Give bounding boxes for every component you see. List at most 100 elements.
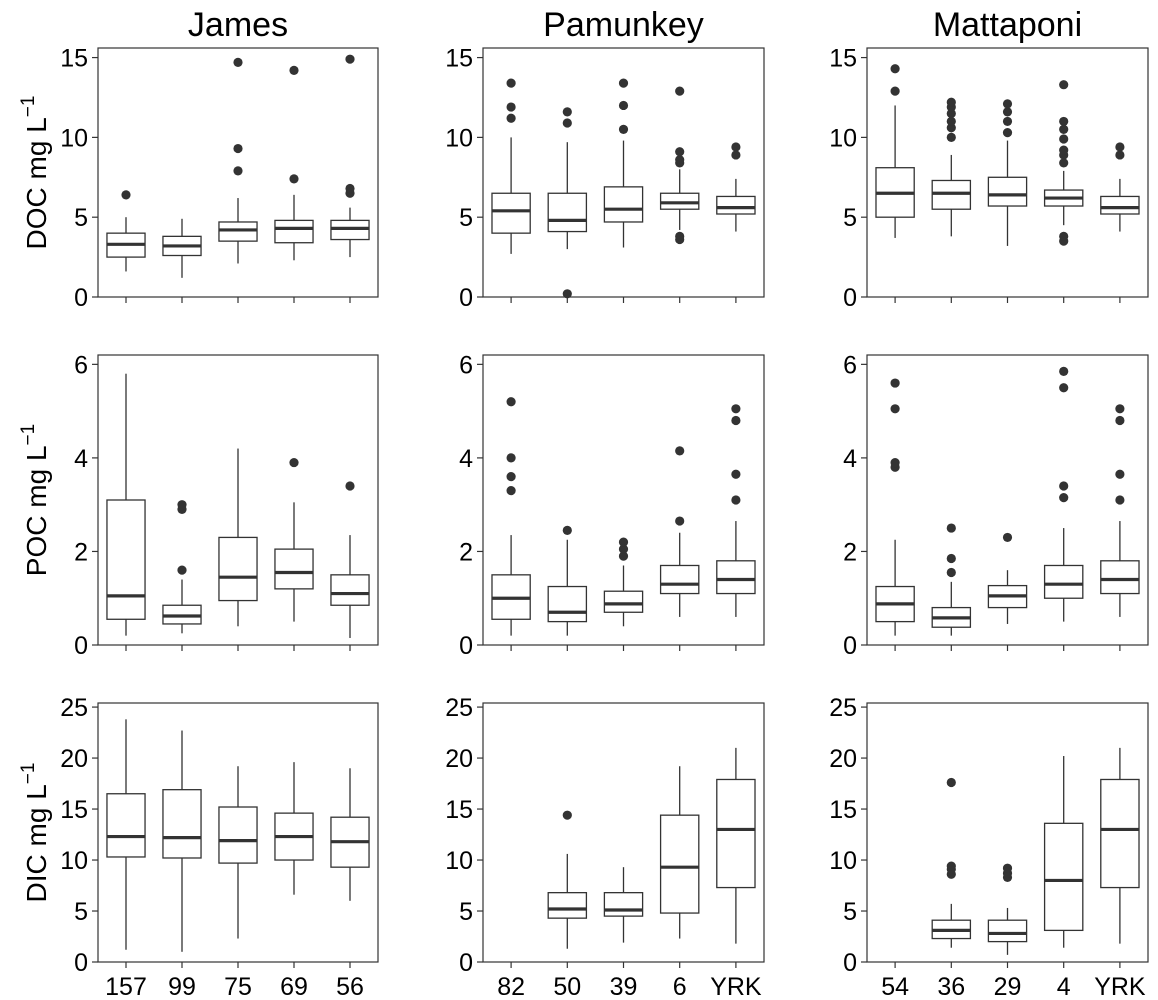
outlier-point xyxy=(618,551,629,561)
column-title-pamunkey: Pamunkey xyxy=(543,6,704,44)
box-iqr xyxy=(716,195,756,215)
box-29 xyxy=(987,99,1028,246)
outlier-point xyxy=(731,404,741,414)
y-axis-label-main: DIC mg L xyxy=(21,784,52,902)
box-iqr xyxy=(106,793,146,858)
outlier-point xyxy=(1002,127,1013,138)
y-tick-label: 10 xyxy=(60,847,88,875)
y-tick-label: 0 xyxy=(74,949,88,977)
outlier-point xyxy=(1115,150,1125,160)
y-axis-label-exponent: −1 xyxy=(18,424,39,446)
box-iqr xyxy=(603,186,644,223)
y-axis-label-text: DOC mg L−1 xyxy=(18,96,52,250)
y-tick-label: 0 xyxy=(843,949,857,977)
box-iqr xyxy=(659,814,700,914)
y-axis-label-row-0: DOC mg L−1 xyxy=(18,96,52,250)
box-4 xyxy=(1043,756,1084,948)
y-tick-label: 15 xyxy=(829,796,857,824)
y-tick-label: 4 xyxy=(843,445,857,473)
outlier-point xyxy=(946,123,956,133)
outlier-point xyxy=(177,500,187,510)
outlier-point xyxy=(1002,107,1013,117)
outlier-point xyxy=(1115,495,1125,505)
outlier-point xyxy=(1059,145,1069,155)
box-4 xyxy=(1043,80,1084,246)
y-tick-label: 2 xyxy=(74,538,88,566)
outlier-point xyxy=(731,142,741,152)
y-axis-label-main: POC mg L xyxy=(21,445,52,576)
box-iqr xyxy=(1100,778,1140,889)
box-iqr xyxy=(1043,822,1084,932)
x-tick-label-69: 69 xyxy=(280,973,308,1000)
box-iqr xyxy=(1100,560,1140,595)
outlier-point xyxy=(233,166,243,176)
outlier-point xyxy=(506,397,516,407)
outlier-point xyxy=(562,118,572,128)
box-4 xyxy=(1043,366,1084,622)
box-iqr xyxy=(1043,564,1084,599)
outlier-point xyxy=(618,544,629,554)
y-tick-label: 5 xyxy=(459,898,473,926)
box-iqr xyxy=(603,590,644,613)
box-yrk xyxy=(1100,142,1140,232)
box-yrk xyxy=(716,747,756,944)
outlier-point xyxy=(946,132,956,142)
outlier-point xyxy=(890,64,900,74)
box-54 xyxy=(875,64,915,238)
box-iqr xyxy=(1100,195,1140,215)
x-tick-label-99: 99 xyxy=(168,973,196,1000)
outlier-point xyxy=(1059,231,1069,241)
y-tick-label: 15 xyxy=(60,796,88,824)
x-tick-label-yrk: YRK xyxy=(1094,973,1146,1000)
outlier-point xyxy=(506,78,516,88)
box-iqr xyxy=(547,192,588,233)
y-tick-label: 6 xyxy=(843,351,857,379)
x-tick-label-yrk: YRK xyxy=(710,973,762,1000)
box-157 xyxy=(106,190,146,272)
outlier-point xyxy=(562,525,572,536)
y-axis-label-text: POC mg L−1 xyxy=(18,424,52,576)
box-6 xyxy=(659,446,700,617)
panel-mattaponi-row-1: 0 2 4 6 xyxy=(843,351,1149,660)
y-tick-label: 15 xyxy=(445,796,473,824)
column-title-mattaponi: Mattaponi xyxy=(933,6,1082,44)
box-iqr xyxy=(106,499,146,620)
y-axis-label-text: DIC mg L−1 xyxy=(18,763,52,903)
outlier-point xyxy=(946,553,956,564)
y-tick-label: 0 xyxy=(459,632,473,660)
x-tick-label-157: 157 xyxy=(105,973,147,1000)
y-axis-label-row-1: POC mg L−1 xyxy=(18,424,52,576)
outlier-point xyxy=(675,86,685,96)
y-tick-label: 5 xyxy=(843,204,857,232)
x-tick-label-6: 6 xyxy=(673,973,687,1000)
outlier-point xyxy=(618,100,629,111)
y-tick-label: 0 xyxy=(74,632,88,660)
outlier-point xyxy=(946,861,956,871)
outlier-point xyxy=(675,155,685,165)
box-50 xyxy=(547,525,588,636)
y-tick-label: 0 xyxy=(843,632,857,660)
y-tick-label: 10 xyxy=(445,847,473,875)
outlier-point xyxy=(289,457,299,468)
box-6 xyxy=(659,86,700,245)
outlier-point xyxy=(890,86,900,96)
box-157 xyxy=(106,719,146,950)
box-iqr xyxy=(716,560,756,595)
outlier-point xyxy=(731,415,741,426)
y-tick-label: 0 xyxy=(843,284,857,312)
box-56 xyxy=(330,481,370,638)
y-tick-label: 5 xyxy=(74,898,88,926)
box-56 xyxy=(330,54,370,258)
box-82 xyxy=(491,397,531,636)
y-tick-label: 4 xyxy=(74,445,88,473)
y-tick-label: 0 xyxy=(459,284,473,312)
outlier-point xyxy=(1002,116,1013,127)
box-69 xyxy=(274,65,314,261)
outlier-point xyxy=(506,102,516,112)
outlier-point xyxy=(946,108,956,119)
outlier-point xyxy=(289,174,299,184)
box-69 xyxy=(274,457,314,622)
box-36 xyxy=(931,97,972,237)
y-tick-label: 25 xyxy=(60,694,88,722)
